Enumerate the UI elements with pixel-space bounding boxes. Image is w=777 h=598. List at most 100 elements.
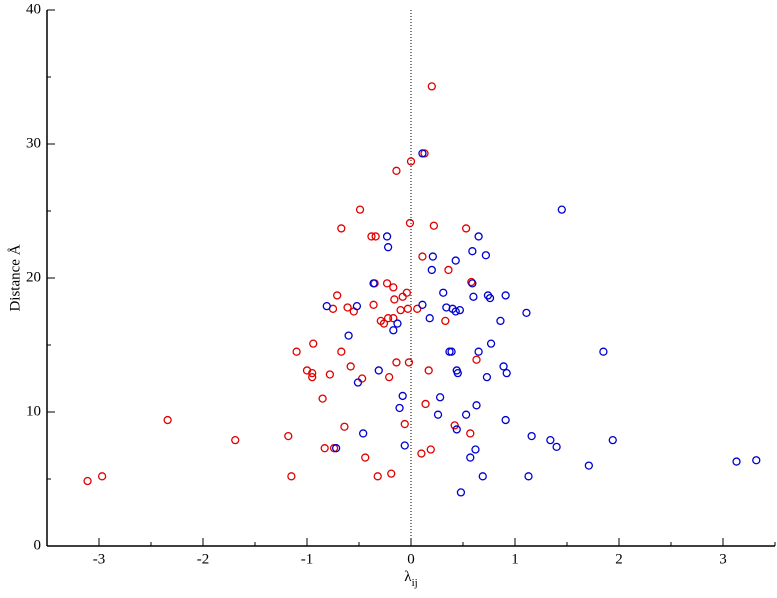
point (752, 456, 761, 465)
point (468, 247, 477, 256)
point (474, 232, 483, 241)
point (455, 306, 465, 315)
point (389, 283, 398, 292)
x-label-main: λ (404, 569, 412, 585)
point (389, 326, 398, 335)
point (485, 293, 495, 303)
point (343, 303, 352, 312)
point (471, 445, 480, 454)
point (451, 307, 460, 316)
point (732, 457, 741, 466)
y-tick-label: 0 (34, 537, 42, 553)
point (400, 419, 409, 429)
point (461, 224, 471, 233)
point (441, 316, 450, 326)
point (337, 224, 346, 233)
y-tick-label: 40 (26, 1, 41, 17)
point (486, 339, 496, 348)
point (552, 442, 561, 451)
point (599, 347, 608, 356)
point (427, 82, 436, 91)
point (469, 292, 478, 301)
x-tick-label: 3 (719, 551, 727, 567)
point (395, 403, 404, 413)
point (501, 291, 510, 300)
point (524, 472, 533, 481)
point (320, 444, 329, 453)
point (426, 445, 435, 454)
point (403, 304, 413, 313)
y-axis-label: Distance Å (7, 244, 23, 311)
point (584, 461, 593, 470)
point (472, 401, 481, 410)
point (433, 410, 443, 419)
point (418, 300, 427, 309)
point (357, 374, 367, 383)
point (308, 368, 317, 378)
point (439, 288, 448, 297)
point (390, 295, 399, 304)
point (444, 265, 453, 275)
point (346, 362, 355, 371)
point (451, 256, 460, 265)
point (352, 301, 362, 311)
point (369, 300, 378, 309)
point (456, 488, 466, 497)
point (369, 279, 378, 288)
point (405, 218, 415, 228)
point (474, 347, 483, 356)
point (429, 221, 439, 230)
point (427, 265, 436, 275)
point (428, 252, 437, 261)
point (502, 368, 511, 378)
point (453, 368, 462, 378)
point (340, 422, 349, 431)
point (392, 358, 401, 367)
x-tick-label: -3 (93, 551, 106, 567)
point (374, 366, 383, 375)
point (284, 431, 293, 441)
point (527, 431, 536, 441)
point (481, 251, 491, 260)
point (398, 292, 407, 301)
point (331, 444, 341, 453)
point (402, 288, 411, 297)
point (359, 429, 368, 438)
point (292, 347, 301, 356)
point (382, 279, 392, 288)
y-tick-label: 20 (26, 269, 41, 285)
point (287, 472, 296, 481)
point (424, 366, 433, 375)
point (417, 449, 426, 458)
point (557, 205, 566, 214)
point (499, 362, 508, 371)
x-tick-label: 0 (407, 551, 415, 567)
point (482, 373, 492, 382)
point (393, 319, 402, 328)
y-tick-label: 30 (26, 135, 41, 151)
point (387, 469, 396, 478)
point (418, 252, 427, 261)
point (383, 243, 393, 252)
point (608, 435, 617, 445)
point (468, 279, 477, 288)
point (398, 391, 407, 401)
point (379, 319, 389, 328)
point (425, 314, 434, 323)
point (308, 373, 317, 382)
point (83, 476, 92, 486)
point (382, 232, 392, 241)
point (496, 316, 505, 326)
point (467, 277, 476, 287)
point (452, 425, 461, 434)
point (461, 410, 471, 419)
point (447, 347, 456, 356)
x-tick-label: -1 (301, 551, 314, 567)
point (355, 205, 365, 214)
point (421, 399, 430, 409)
point (385, 373, 394, 382)
point (353, 378, 363, 387)
point (522, 308, 531, 317)
point (472, 355, 481, 364)
point (322, 301, 331, 311)
